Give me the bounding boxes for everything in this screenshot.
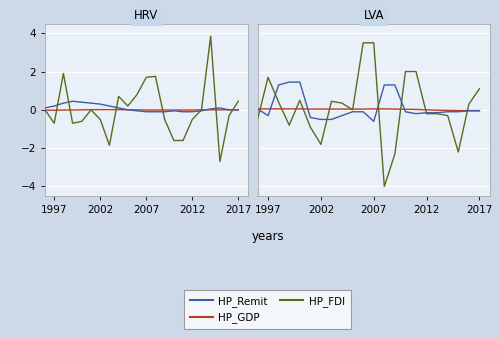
Title: HRV: HRV — [134, 9, 158, 23]
Text: years: years — [251, 230, 284, 243]
Title: LVA: LVA — [364, 9, 384, 23]
Legend: HP_Remit, HP_GDP, HP_FDI: HP_Remit, HP_GDP, HP_FDI — [184, 290, 351, 330]
